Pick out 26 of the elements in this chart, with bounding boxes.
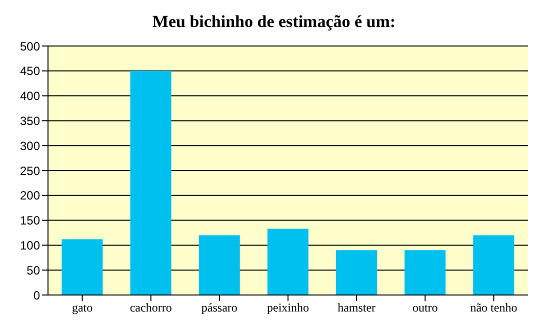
chart-title: Meu bichinho de estimação é um:	[151, 11, 397, 33]
y-tick-label: 200	[20, 188, 40, 203]
bar	[267, 228, 308, 295]
x-tick-label: peixinho	[267, 300, 309, 315]
y-tick-label: 400	[20, 89, 40, 104]
bar	[198, 235, 240, 295]
bar	[130, 70, 172, 295]
x-tick-label: gato	[72, 300, 93, 315]
y-tick-label: 450	[20, 64, 40, 78]
x-tick-label: pássaro	[201, 300, 238, 315]
bar	[404, 250, 446, 295]
y-tick-label: 100	[20, 238, 40, 252]
x-tick-label: outro	[412, 300, 438, 315]
y-tick-label: 50	[26, 263, 40, 278]
y-tick-label: 300	[20, 138, 40, 153]
bar	[62, 239, 103, 295]
bar	[336, 250, 377, 295]
y-tick-label: 500	[20, 39, 40, 54]
y-tick-label: 350	[20, 114, 40, 128]
y-tick-label: 150	[20, 214, 40, 228]
x-tick-label: hamster	[338, 300, 376, 315]
y-tick-label: 250	[20, 164, 40, 178]
bar	[473, 235, 514, 295]
x-tick-label: cachorro	[130, 300, 172, 315]
x-tick-label: não tenho	[470, 300, 518, 315]
y-tick-label: 0	[33, 288, 40, 302]
